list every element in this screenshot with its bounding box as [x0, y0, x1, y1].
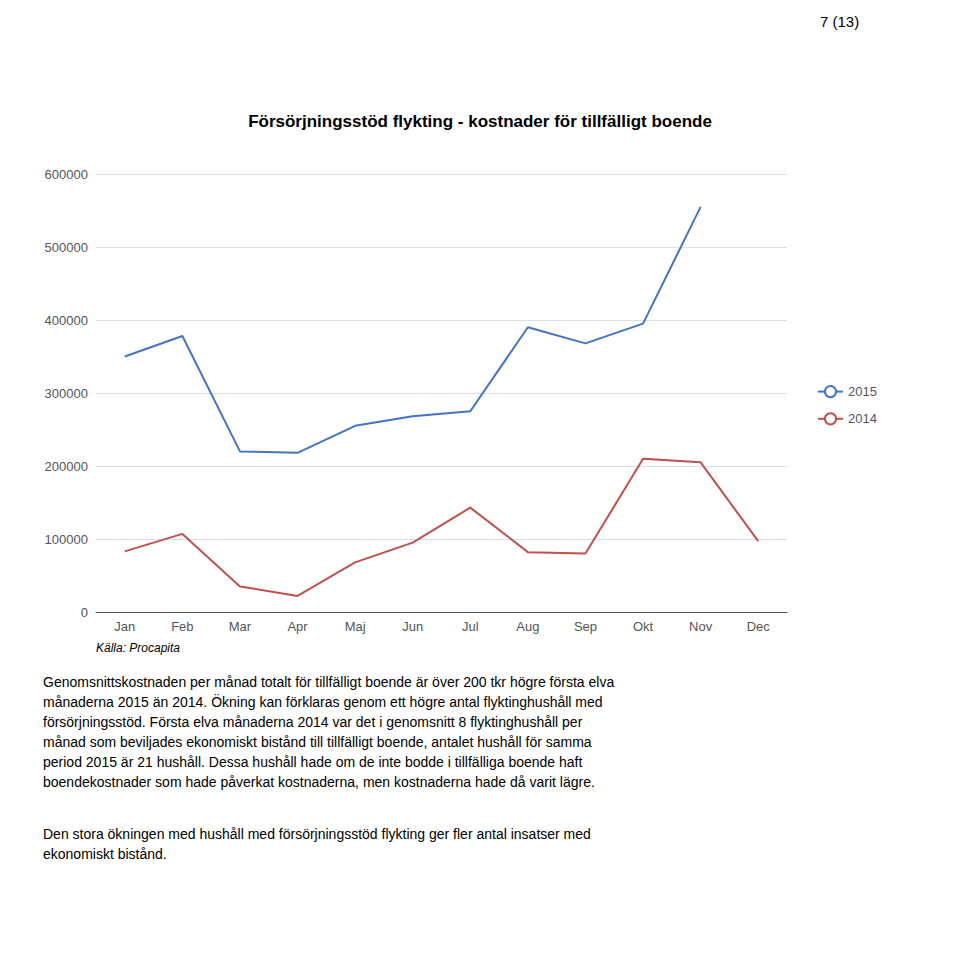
svg-text:Jan: Jan: [114, 619, 135, 634]
svg-text:600000: 600000: [45, 167, 88, 182]
svg-text:0: 0: [81, 605, 88, 620]
svg-text:Försörjningsstöd flykting - ko: Försörjningsstöd flykting - kostnader fö…: [248, 112, 712, 131]
svg-text:Den stora ökningen med hushåll: Den stora ökningen med hushåll med försö…: [43, 826, 591, 842]
svg-text:ekonomiskt bistånd.: ekonomiskt bistånd.: [43, 846, 167, 862]
svg-text:400000: 400000: [45, 313, 88, 328]
svg-text:2015: 2015: [848, 384, 877, 399]
svg-text:100000: 100000: [45, 532, 88, 547]
svg-text:Jul: Jul: [462, 619, 479, 634]
svg-text:period 2015 är 21 hushåll. Des: period 2015 är 21 hushåll. Dessa hushåll…: [43, 754, 582, 770]
svg-text:Aug: Aug: [516, 619, 539, 634]
svg-text:Maj: Maj: [345, 619, 366, 634]
svg-text:Dec: Dec: [747, 619, 771, 634]
svg-text:Jun: Jun: [402, 619, 423, 634]
svg-text:försörjningsstöd. Första elva: försörjningsstöd. Första elva månaderna …: [43, 714, 583, 730]
svg-text:7 (13): 7 (13): [820, 13, 859, 30]
svg-text:månad som beviljades ekonomisk: månad som beviljades ekonomiskt bistånd …: [43, 734, 592, 750]
svg-text:boendekostnader som hade påver: boendekostnader som hade påverkat kostna…: [43, 774, 595, 790]
svg-text:Sep: Sep: [574, 619, 597, 634]
svg-text:Apr: Apr: [287, 619, 308, 634]
svg-text:Källa: Procapita: Källa: Procapita: [96, 641, 180, 655]
svg-text:månaderna 2015 än 2014. Ökning: månaderna 2015 än 2014. Ökning kan förkl…: [43, 693, 603, 710]
svg-text:500000: 500000: [45, 240, 88, 255]
svg-text:200000: 200000: [45, 459, 88, 474]
svg-text:Nov: Nov: [689, 619, 713, 634]
svg-text:Mar: Mar: [229, 619, 252, 634]
svg-text:Feb: Feb: [171, 619, 193, 634]
svg-text:2014: 2014: [848, 411, 877, 426]
svg-text:300000: 300000: [45, 386, 88, 401]
svg-text:Genomsnittskostnaden per månad: Genomsnittskostnaden per månad totalt fö…: [43, 674, 614, 690]
svg-text:Okt: Okt: [633, 619, 654, 634]
